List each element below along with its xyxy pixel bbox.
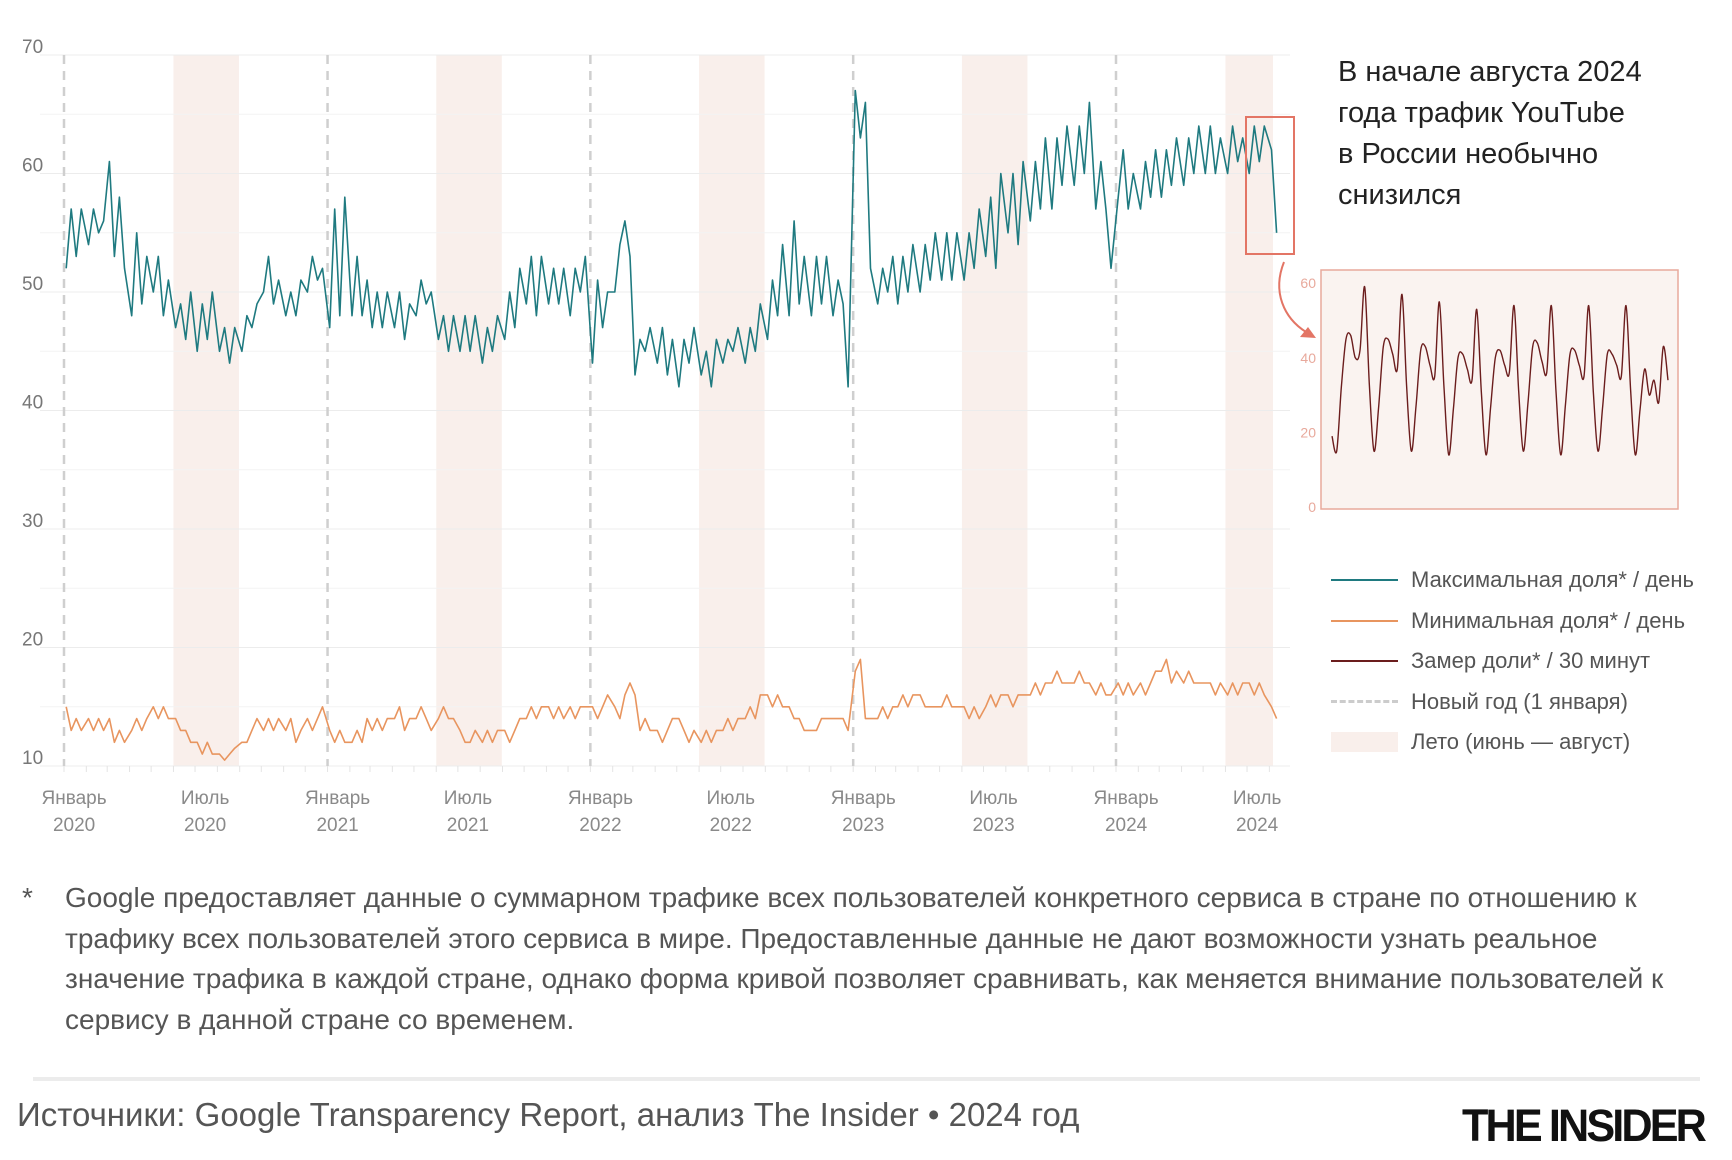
x-tick-label: Январь	[42, 788, 107, 809]
inset-y-tick-label: 60	[1300, 275, 1316, 291]
inset-y-tick-label: 0	[1308, 499, 1316, 515]
annotation-line: в России необычно	[1338, 138, 1599, 170]
x-tick-year: 2021	[316, 815, 358, 836]
x-axis: Январь 2020 Июль 2020 Январь 2021 Июль 2021 Янва…	[42, 788, 1282, 836]
x-tick-label: Июль	[1233, 788, 1282, 809]
y-tick-label: 20	[22, 630, 43, 651]
legend-swatch-min	[1331, 619, 1398, 622]
x-tick-year: 2022	[579, 815, 621, 836]
y-tick-label: 30	[22, 511, 43, 532]
max-share-line	[65, 89, 1278, 388]
min-share-line	[65, 658, 1278, 761]
legend-label: Замер доли* / 30 минут	[1411, 648, 1651, 674]
x-tick-year: 2020	[53, 815, 95, 836]
legend-label: Максимальная доля* / день	[1411, 567, 1694, 593]
inset-30min-line	[1331, 286, 1669, 456]
x-tick-year: 2024	[1105, 815, 1148, 836]
arrow-icon	[1278, 261, 1307, 333]
legend-label: Лето (июнь — август)	[1411, 729, 1631, 755]
inset-y-tick-label: 20	[1300, 424, 1316, 440]
x-tick-year: 2021	[447, 815, 489, 836]
x-tick-label: Январь	[831, 788, 896, 809]
inset-y-tick-label: 40	[1300, 350, 1316, 366]
x-tick-label: Январь	[568, 788, 633, 809]
x-tick-label: Январь	[1094, 788, 1159, 809]
x-tick-label: Июль	[444, 788, 493, 809]
legend-swatch-summer	[1331, 732, 1398, 753]
annotation-line: года трафик YouTube	[1338, 97, 1625, 129]
the-insider-logo: THE INSIDER	[1462, 1100, 1707, 1151]
footnote-text: Google предоставляет данные о суммарном …	[65, 882, 1664, 1035]
x-tick-year: 2024	[1236, 815, 1279, 836]
footnote: * Google предоставляет данные о суммарно…	[22, 878, 1682, 1040]
y-tick-label: 40	[22, 393, 43, 414]
legend-item-30min: Замер доли* / 30 минут	[1331, 641, 1694, 682]
legend-swatch-max	[1331, 579, 1398, 582]
x-tick-year: 2023	[972, 815, 1014, 836]
annotation: В начале августа 2024 года трафик YouTub…	[1338, 52, 1728, 216]
x-tick-year: 2020	[184, 815, 226, 836]
legend-item-min: Минимальная доля* / день	[1331, 601, 1694, 642]
y-tick-label: 70	[22, 37, 43, 58]
legend-swatch-new-year	[1331, 700, 1398, 704]
series-lines	[65, 89, 1278, 761]
y-tick-label: 10	[22, 748, 43, 769]
legend-swatch-30min	[1331, 660, 1398, 663]
legend-label: Новый год (1 января)	[1411, 688, 1628, 714]
x-tick-label: Июль	[181, 788, 230, 809]
legend-label: Минимальная доля* / день	[1411, 607, 1686, 633]
annotation-line: В начале августа 2024	[1338, 56, 1642, 88]
x-tick-label: Январь	[305, 788, 370, 809]
legend-item-max: Максимальная доля* / день	[1331, 560, 1694, 601]
legend-item-new-year: Новый год (1 января)	[1331, 682, 1694, 723]
new-year-lines	[62, 55, 1118, 766]
y-tick-label: 60	[22, 156, 43, 177]
gridlines	[40, 54, 1290, 772]
annotation-line: снизился	[1338, 179, 1462, 211]
highlight-box	[1245, 116, 1295, 255]
legend-item-summer: Лето (июнь — август)	[1331, 722, 1694, 763]
footnote-star: *	[22, 882, 33, 913]
x-tick-label: Июль	[969, 788, 1018, 809]
legend: Максимальная доля* / день Минимальная до…	[1331, 560, 1694, 763]
y-tick-label: 50	[22, 274, 43, 295]
divider	[33, 1077, 1700, 1081]
x-tick-year: 2022	[710, 815, 752, 836]
inset-chart: 60 40 20 0	[1300, 269, 1679, 515]
source-text: Источники: Google Transparency Report, а…	[17, 1096, 1080, 1133]
x-tick-label: Июль	[707, 788, 756, 809]
y-axis: 70 60 50 40 30 20 10	[22, 37, 43, 769]
inset-frame	[1320, 269, 1679, 510]
x-tick-year: 2023	[842, 815, 884, 836]
arrow-head-icon	[1300, 327, 1316, 338]
